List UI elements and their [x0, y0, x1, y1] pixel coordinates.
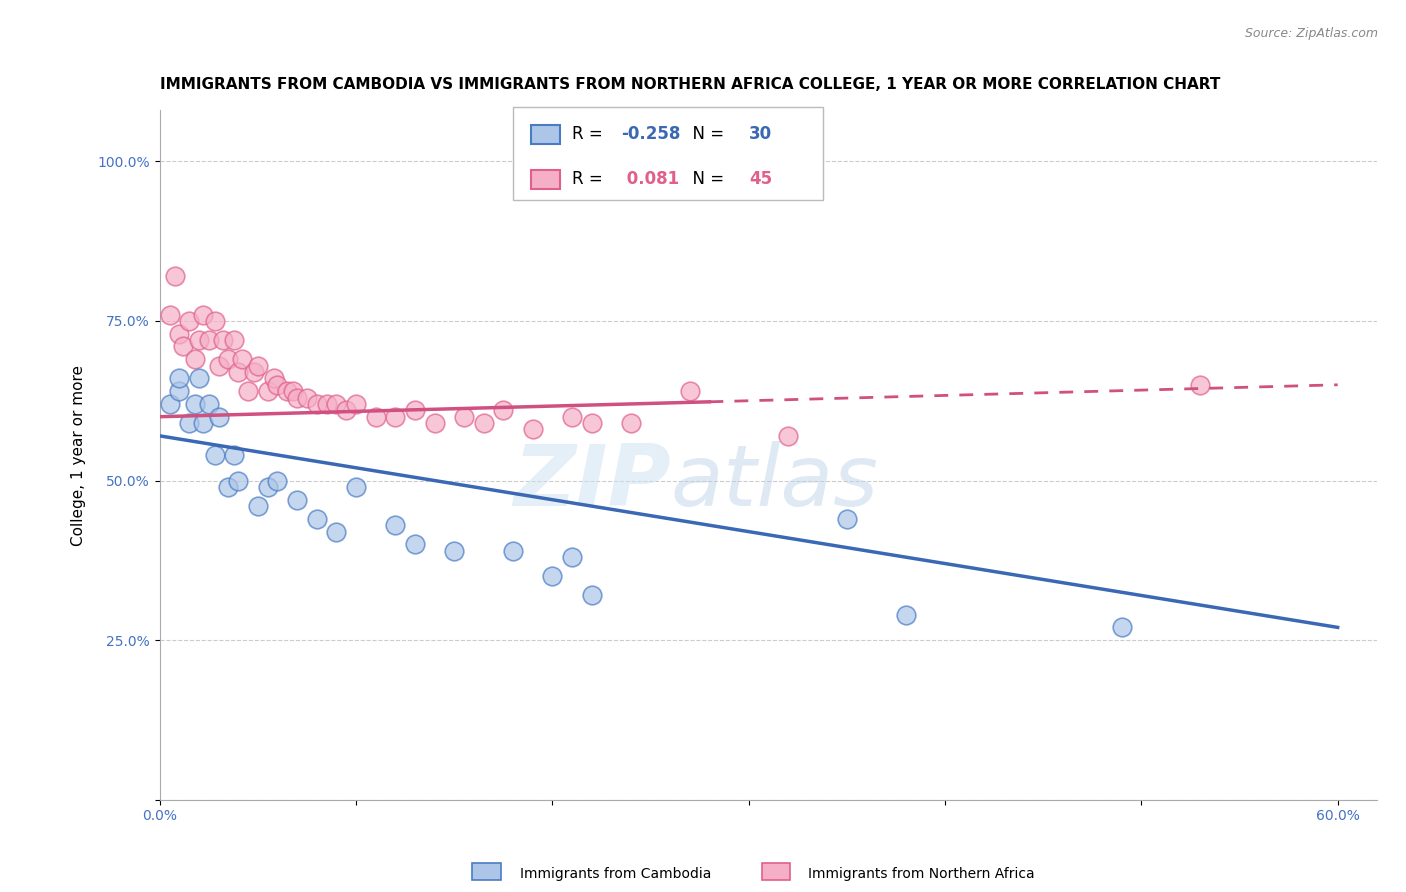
Point	[204, 448, 226, 462]
Text: atlas: atlas	[671, 442, 879, 524]
Bar	[531, 169, 560, 189]
Point	[443, 543, 465, 558]
Point	[305, 397, 328, 411]
Point	[236, 384, 259, 399]
Point	[776, 429, 799, 443]
Text: Immigrants from Northern Africa: Immigrants from Northern Africa	[808, 867, 1035, 881]
Point	[453, 409, 475, 424]
Point	[502, 543, 524, 558]
Point	[423, 416, 446, 430]
Point	[211, 333, 233, 347]
Point	[581, 416, 603, 430]
Point	[263, 371, 285, 385]
Text: IMMIGRANTS FROM CAMBODIA VS IMMIGRANTS FROM NORTHERN AFRICA COLLEGE, 1 YEAR OR M: IMMIGRANTS FROM CAMBODIA VS IMMIGRANTS F…	[160, 78, 1220, 93]
Point	[266, 474, 288, 488]
Text: N =: N =	[682, 126, 730, 144]
Text: N =: N =	[682, 170, 730, 188]
Point	[561, 550, 583, 565]
Point	[204, 314, 226, 328]
Point	[283, 384, 305, 399]
Point	[325, 397, 347, 411]
Point	[835, 512, 858, 526]
Point	[169, 326, 191, 341]
Point	[165, 269, 187, 284]
Point	[224, 333, 246, 347]
Point	[246, 499, 269, 513]
Point	[179, 416, 201, 430]
Point	[224, 448, 246, 462]
Text: Source: ZipAtlas.com: Source: ZipAtlas.com	[1244, 27, 1378, 40]
Y-axis label: College, 1 year or more: College, 1 year or more	[72, 365, 86, 546]
FancyBboxPatch shape	[513, 107, 823, 200]
Point	[188, 371, 211, 385]
Point	[492, 403, 515, 417]
Point	[472, 416, 495, 430]
Point	[1189, 377, 1212, 392]
Point	[246, 359, 269, 373]
Point	[243, 365, 266, 379]
Point	[541, 569, 564, 583]
Point	[404, 537, 426, 551]
Point	[335, 403, 357, 417]
Point	[217, 480, 239, 494]
Point	[197, 397, 219, 411]
Point	[184, 352, 207, 367]
Point	[285, 391, 308, 405]
Point	[364, 409, 387, 424]
Text: R =: R =	[572, 126, 609, 144]
Text: R =: R =	[572, 170, 609, 188]
Point	[191, 416, 214, 430]
Point	[169, 371, 191, 385]
Point	[384, 409, 406, 424]
Text: 0.081: 0.081	[621, 170, 679, 188]
Point	[226, 474, 249, 488]
Point	[197, 333, 219, 347]
Point	[159, 397, 181, 411]
Point	[561, 409, 583, 424]
Point	[207, 359, 229, 373]
Point	[207, 409, 229, 424]
Text: 45: 45	[749, 170, 772, 188]
Point	[184, 397, 207, 411]
Point	[1111, 620, 1133, 634]
Point	[344, 480, 367, 494]
Point	[522, 422, 544, 436]
Point	[169, 384, 191, 399]
Point	[679, 384, 702, 399]
Point	[315, 397, 337, 411]
Bar	[531, 125, 560, 145]
Point	[191, 308, 214, 322]
Point	[256, 384, 278, 399]
Point	[256, 480, 278, 494]
Text: -0.258: -0.258	[621, 126, 681, 144]
Point	[325, 524, 347, 539]
Point	[226, 365, 249, 379]
Point	[384, 518, 406, 533]
Point	[295, 391, 318, 405]
Text: 30: 30	[749, 126, 772, 144]
Point	[266, 377, 288, 392]
Point	[231, 352, 253, 367]
Point	[305, 512, 328, 526]
Point	[179, 314, 201, 328]
Point	[188, 333, 211, 347]
Point	[217, 352, 239, 367]
Point	[404, 403, 426, 417]
Point	[344, 397, 367, 411]
Text: ZIP: ZIP	[513, 442, 671, 524]
Point	[894, 607, 917, 622]
Point	[285, 492, 308, 507]
Point	[276, 384, 298, 399]
Point	[620, 416, 643, 430]
Point	[172, 339, 194, 353]
Text: Immigrants from Cambodia: Immigrants from Cambodia	[520, 867, 711, 881]
Point	[159, 308, 181, 322]
Point	[581, 589, 603, 603]
